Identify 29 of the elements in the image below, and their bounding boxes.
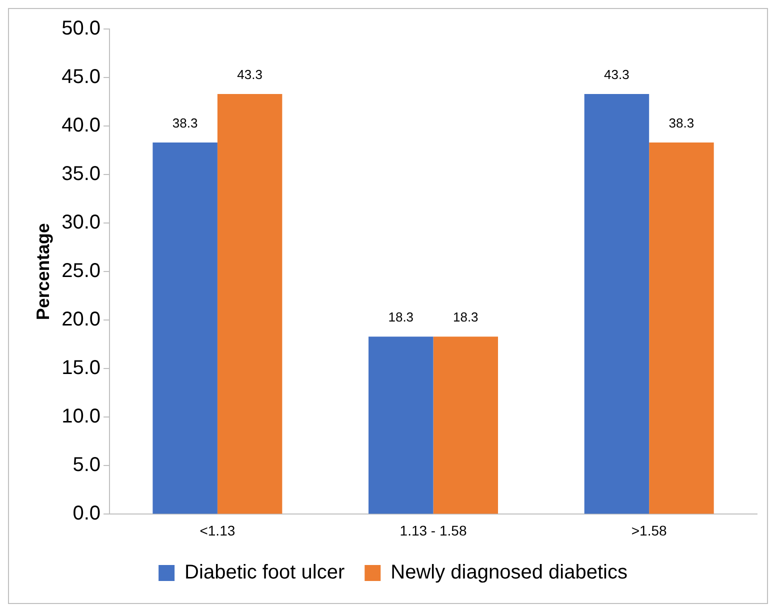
y-tick-label: 20.0	[62, 308, 101, 331]
bar	[584, 94, 650, 514]
bar	[649, 142, 714, 514]
y-tick-label: 40.0	[62, 114, 101, 137]
y-tick-label: 10.0	[62, 406, 101, 428]
y-tick-label: 25.0	[62, 260, 101, 282]
data-label: 43.3	[604, 67, 630, 82]
legend-label: Diabetic foot ulcer	[184, 562, 345, 584]
x-tick-label: <1.13	[200, 522, 236, 538]
y-tick-label: 15.0	[62, 357, 101, 380]
x-tick-label: 1.13 - 1.58	[400, 522, 467, 538]
x-tick-label: >1.58	[631, 522, 668, 538]
legend-label: Newly diagnosed diabetics	[390, 562, 628, 584]
y-tick-label: 30.0	[62, 212, 101, 234]
y-tick-label: 5.0	[72, 454, 101, 476]
y-tick-label: 0.0	[72, 502, 101, 525]
bar	[152, 142, 218, 514]
y-tick-label: 50.0	[62, 18, 101, 40]
data-label: 43.3	[237, 67, 262, 82]
y-tick-label: 45.0	[62, 66, 101, 88]
y-axis-title: Percentage	[32, 223, 53, 320]
bar	[433, 336, 498, 514]
y-tick-label: 35.0	[62, 163, 101, 186]
data-label: 38.3	[668, 116, 694, 131]
data-label: 38.3	[172, 116, 198, 131]
data-label: 18.3	[388, 310, 414, 325]
data-label: 18.3	[452, 310, 478, 325]
bar	[368, 336, 434, 514]
bar	[217, 94, 282, 514]
